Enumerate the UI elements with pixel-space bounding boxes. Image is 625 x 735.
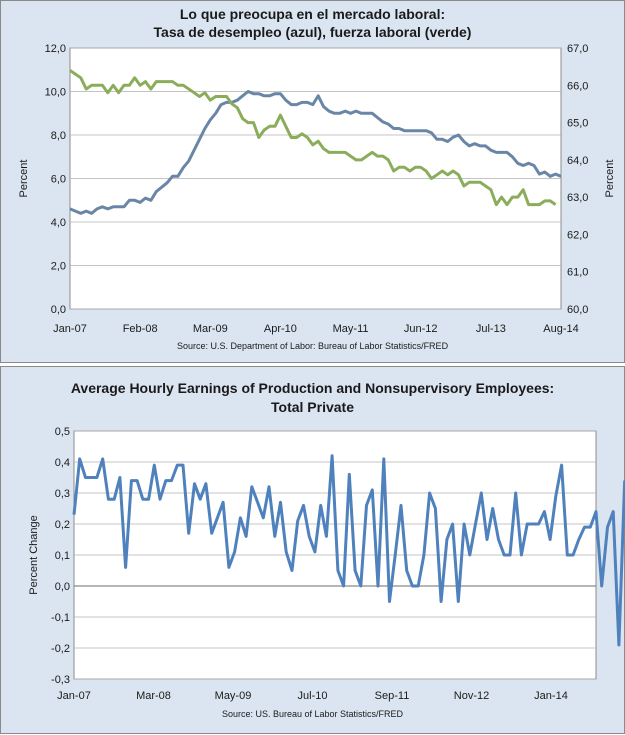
x-tick-label: Mar-09: [193, 323, 228, 335]
y-tick-label: 12,0: [45, 43, 66, 55]
x-tick-label: Mar-08: [136, 690, 171, 702]
earnings-chart-panel: Average Hourly Earnings of Production an…: [0, 366, 625, 734]
y-tick-label: -0,1: [51, 612, 70, 624]
x-tick-label: Feb-08: [123, 323, 158, 335]
x-tick-label: Jan-07: [53, 323, 87, 335]
y-tick-label: 4,0: [51, 217, 66, 229]
y-tick-label: 0,1: [55, 550, 70, 562]
y-tick-label: 0,5: [55, 426, 70, 438]
series-line-0: [69, 90, 562, 215]
y-axis-title: Percent: [18, 160, 30, 198]
y-tick-label: 0,3: [55, 488, 70, 500]
y2-tick-label: 61,0: [567, 267, 588, 279]
y2-tick-label: 67,0: [567, 43, 588, 55]
chart-subtitle: Tasa de desempleo (azul), fuerza laboral…: [153, 24, 472, 40]
x-tick-label: Jan-14: [534, 690, 568, 702]
y-tick-label: 0,0: [55, 581, 70, 593]
x-tick-label: Jan-07: [57, 690, 91, 702]
x-tick-label: Jul-10: [298, 690, 328, 702]
x-tick-label: Aug-14: [543, 323, 578, 335]
y-tick-label: 0,4: [55, 457, 70, 469]
y-tick-label: -0,2: [51, 643, 70, 655]
series-line-1: [69, 69, 557, 207]
x-tick-label: Sep-11: [375, 690, 410, 702]
x-tick-label: May-11: [333, 323, 369, 335]
x-tick-label: May-09: [215, 690, 252, 702]
chart-subtitle: Total Private: [271, 399, 354, 415]
y2-tick-label: 63,0: [567, 192, 588, 204]
x-tick-label: Apr-10: [264, 323, 297, 335]
y-tick-label: -0,3: [51, 674, 70, 686]
chart-title: Average Hourly Earnings of Production an…: [70, 380, 555, 396]
y2-tick-label: 62,0: [567, 229, 588, 241]
unemployment-chart-svg: 0,0 2,0 4,0 6,0 8,0 10,0 12,0 60,0 61,0 62,0 63,0 6…: [18, 43, 616, 335]
series-line-0: [72, 454, 625, 647]
chart-source: Source: U.S. Department of Labor: Bureau…: [176, 341, 449, 351]
y2-tick-label: 64,0: [567, 155, 588, 167]
earnings-chart-svg: -0,3 -0,2 -0,1 0,0 0,1 0,2 0,3 0,4 0,5 Jan-07 Mar-…: [28, 426, 625, 702]
y-tick-label: 2,0: [51, 261, 66, 273]
x-tick-label: Jul-13: [476, 323, 506, 335]
chart-title: Lo que preocupa en el mercado laboral:: [179, 6, 446, 22]
y-tick-label: 6,0: [51, 174, 66, 186]
y-axis-title: Percent Change: [28, 515, 40, 595]
y2-tick-label: 60,0: [567, 304, 588, 316]
y2-tick-label: 66,0: [567, 80, 588, 92]
y-tick-label: 0,2: [55, 519, 70, 531]
x-tick-label: Jun-12: [404, 323, 438, 335]
y2-axis-title: Percent: [604, 160, 616, 198]
y-tick-label: 10,0: [45, 87, 66, 99]
y-tick-label: 0,0: [51, 304, 66, 316]
unemployment-chart-panel: Lo que preocupa en el mercado laboral: T…: [0, 0, 625, 363]
x-tick-label: Nov-12: [454, 690, 489, 702]
y2-tick-label: 65,0: [567, 118, 588, 130]
chart-source: Source: US. Bureau of Labor Statistics/F…: [221, 709, 404, 719]
y-tick-label: 8,0: [51, 130, 66, 142]
